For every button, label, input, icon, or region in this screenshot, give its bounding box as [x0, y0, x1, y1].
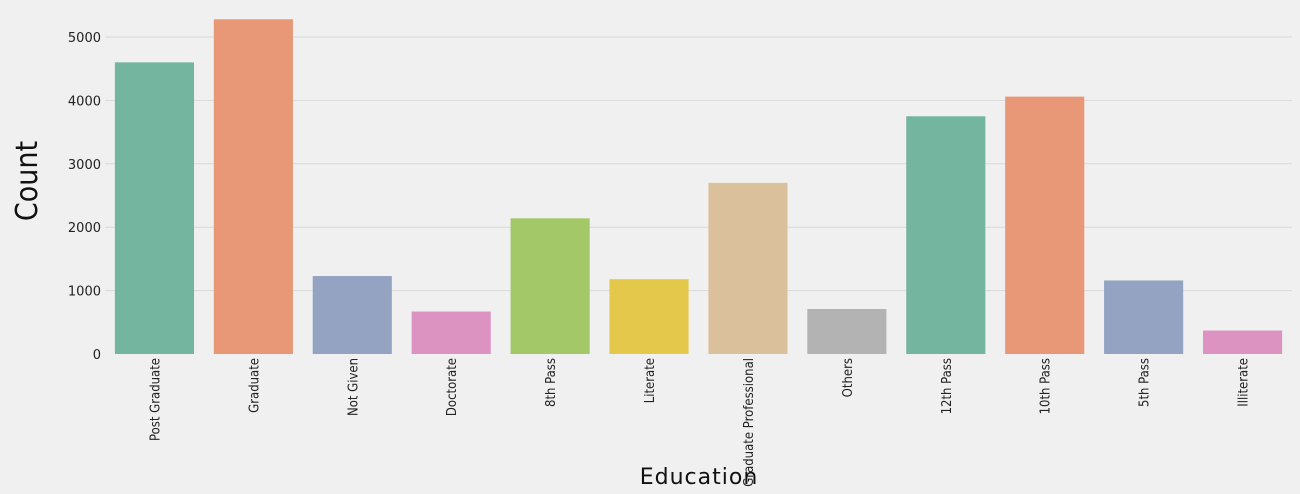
x-tick-label: 10th Pass: [1039, 358, 1054, 414]
bars: [114, 19, 1283, 355]
x-tick-labels: Post Graduate Graduate Not Given Doctorate 8…: [148, 358, 1251, 487]
grid-lines: [105, 36, 1292, 292]
bar: [1005, 96, 1085, 354]
bar: [114, 62, 195, 355]
x-tick-label: Literate: [643, 358, 658, 403]
x-tick-label: Post Graduate: [148, 358, 163, 441]
bar: [807, 308, 887, 354]
bar: [1104, 280, 1184, 354]
x-tick-label: Doctorate: [445, 358, 460, 416]
x-tick-label: Graduate Professional: [742, 358, 757, 487]
bar: [411, 311, 491, 354]
bar: [906, 116, 986, 354]
x-tick-label: Graduate: [247, 358, 262, 413]
y-tick-label: 5000: [68, 31, 101, 46]
x-tick-label: 8th Pass: [544, 358, 559, 407]
y-axis-title: Count: [10, 141, 45, 221]
y-tick-label: 0: [93, 348, 101, 363]
bar: [708, 182, 788, 354]
bar: [510, 218, 590, 354]
bar: [609, 279, 689, 354]
y-tick-label: 1000: [68, 285, 101, 300]
x-tick-label: Illiterate: [1237, 358, 1252, 407]
x-tick-label: 5th Pass: [1138, 358, 1153, 407]
y-tick-label: 2000: [68, 221, 101, 236]
y-tick-label: 3000: [68, 158, 101, 173]
x-axis-title: Education: [640, 465, 759, 490]
bar: [1202, 330, 1283, 354]
x-tick-label: Others: [841, 358, 856, 397]
bar: [312, 276, 392, 354]
x-tick-label: Not Given: [346, 358, 361, 416]
y-tick-labels: 0 1000 2000 3000 4000 5000: [68, 31, 101, 363]
x-tick-label: 12th Pass: [940, 358, 955, 414]
bar: [213, 19, 293, 355]
y-tick-label: 4000: [68, 94, 101, 109]
